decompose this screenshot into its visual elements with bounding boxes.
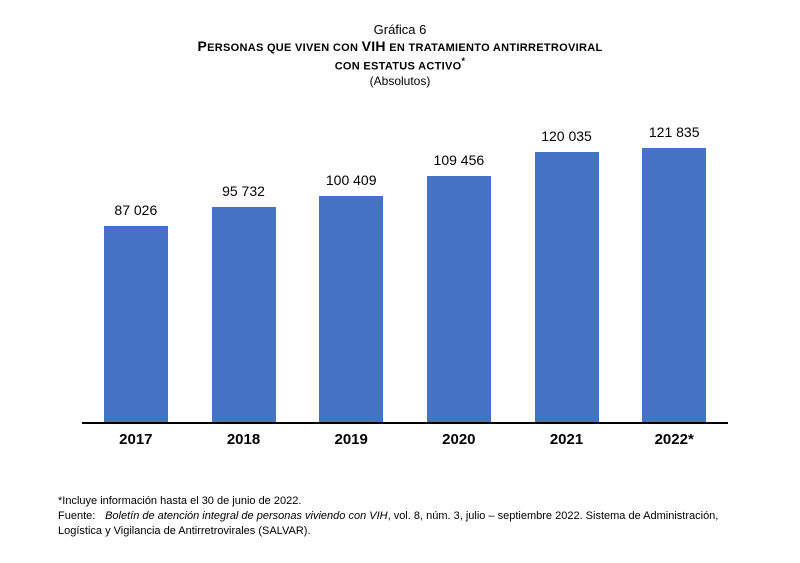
x-tick-label: 2022*: [620, 425, 728, 448]
bar-slot: 121 835: [620, 95, 728, 422]
source-line: Fuente: Boletín de atención integral de …: [58, 509, 742, 539]
bar: 121 835: [642, 148, 706, 423]
bar: 109 456: [427, 176, 491, 423]
title-asterisk: *: [462, 56, 466, 66]
x-tick-label: 2017: [82, 425, 190, 448]
title-text-1c: en tratamiento antirretroviral: [386, 42, 603, 54]
bar-value-label: 87 026: [114, 202, 157, 218]
source-label: Fuente:: [58, 509, 102, 524]
chart-header: Gráfica 6 Personas que viven con VIH en …: [58, 22, 742, 89]
x-tick-label: 2020: [405, 425, 513, 448]
bar-chart: 87 026 95 732 100 409 109 456 120 035 121 835…: [58, 95, 742, 494]
figure-number: Gráfica 6: [58, 22, 742, 38]
footnotes: *Incluye información hasta el 30 de juni…: [58, 494, 742, 539]
bar: 87 026: [104, 226, 168, 422]
title-vih: VIH: [362, 38, 386, 54]
bars-container: 87 026 95 732 100 409 109 456 120 035 121 835: [82, 95, 728, 422]
bar-value-label: 100 409: [326, 172, 377, 188]
bar-value-label: 120 035: [541, 128, 592, 144]
chart-title-line2: con estatus activo*: [58, 56, 742, 74]
x-axis: 201720182019202020212022*: [82, 425, 728, 448]
bar: 95 732: [212, 207, 276, 423]
bar-slot: 120 035: [513, 95, 621, 422]
bar-slot: 109 456: [405, 95, 513, 422]
bar-value-label: 109 456: [434, 152, 485, 168]
title-text-2: con estatus activo: [335, 61, 462, 73]
bar: 100 409: [319, 196, 383, 422]
bar-value-label: 95 732: [222, 183, 265, 199]
source-italic: Boletín de atención integral de personas…: [105, 510, 388, 522]
bar: 120 035: [535, 152, 599, 423]
title-text-1a: P: [197, 38, 207, 54]
footnote-asterisk: *Incluye información hasta el 30 de juni…: [58, 494, 742, 509]
title-text-1b: ersonas que viven con: [207, 42, 362, 54]
plot-area: 87 026 95 732 100 409 109 456 120 035 121 835: [82, 95, 728, 424]
bar-slot: 87 026: [82, 95, 190, 422]
bar-slot: 100 409: [297, 95, 405, 422]
chart-subtitle: (Absolutos): [58, 74, 742, 89]
x-tick-label: 2018: [190, 425, 298, 448]
bar-value-label: 121 835: [649, 124, 700, 140]
x-tick-label: 2021: [513, 425, 621, 448]
chart-title-line1: Personas que viven con VIH en tratamient…: [58, 38, 742, 56]
page: Gráfica 6 Personas que viven con VIH en …: [0, 0, 800, 563]
x-tick-label: 2019: [297, 425, 405, 448]
bar-slot: 95 732: [190, 95, 298, 422]
